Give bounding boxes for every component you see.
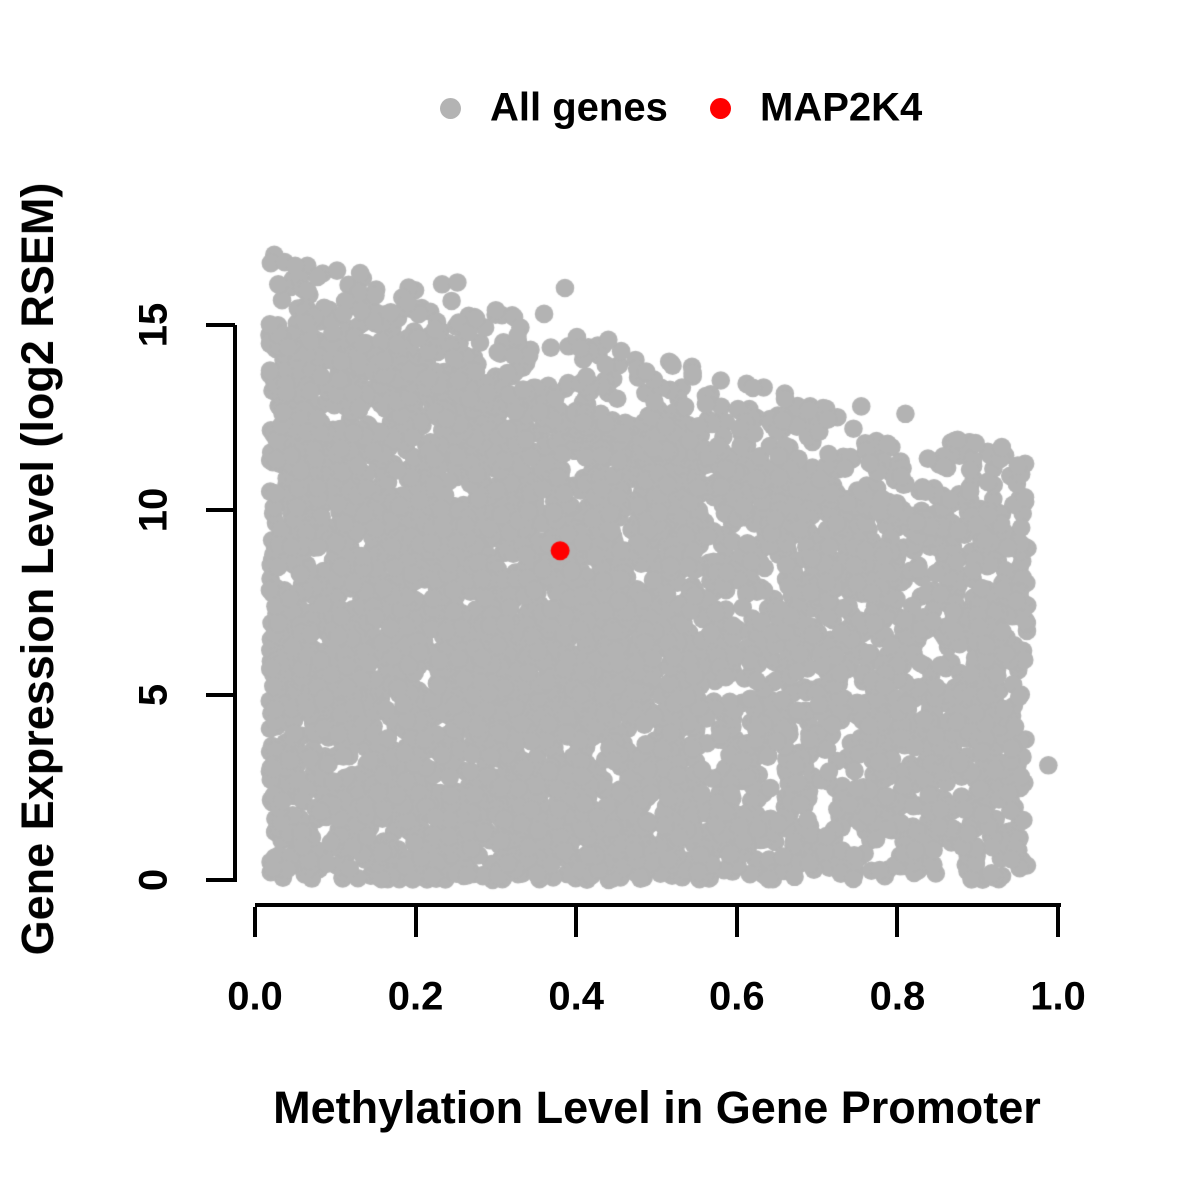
y-tick-label: 10: [131, 487, 176, 533]
y-tick-label: 5: [131, 683, 176, 707]
x-axis-line: [255, 903, 1061, 907]
x-tick-label: 0.8: [869, 974, 926, 1019]
y-tick-label: 15: [131, 302, 176, 348]
x-tick-label: 0.4: [548, 974, 604, 1019]
y-axis-title: Gene Expression Level (log2 RSEM): [12, 182, 63, 956]
legend-map2k4-label: MAP2K4: [760, 85, 923, 130]
y-tick: [206, 508, 235, 512]
x-axis-title: Methylation Level in Gene Promoter: [273, 1082, 1041, 1133]
x-tick: [895, 907, 900, 937]
y-tick: [206, 323, 235, 327]
x-tick: [413, 907, 418, 937]
legend-allgenes-label: All genes: [490, 85, 668, 130]
x-tick-label: 0.2: [387, 974, 444, 1019]
x-tick-label: 0.6: [708, 974, 765, 1019]
x-tick: [574, 907, 579, 937]
x-tick: [253, 907, 257, 937]
y-tick: [206, 693, 235, 697]
x-tick-label: 0.0: [227, 974, 283, 1019]
legend-allgenes-dot-icon: [440, 98, 461, 119]
legend-map2k4-dot-icon: [710, 98, 731, 119]
x-tick: [734, 907, 739, 937]
y-axis-line: [233, 325, 237, 882]
x-tick: [1056, 907, 1060, 937]
y-tick-label: 0: [131, 868, 176, 892]
x-tick-label: 1.0: [1030, 974, 1086, 1019]
y-tick: [206, 878, 235, 882]
